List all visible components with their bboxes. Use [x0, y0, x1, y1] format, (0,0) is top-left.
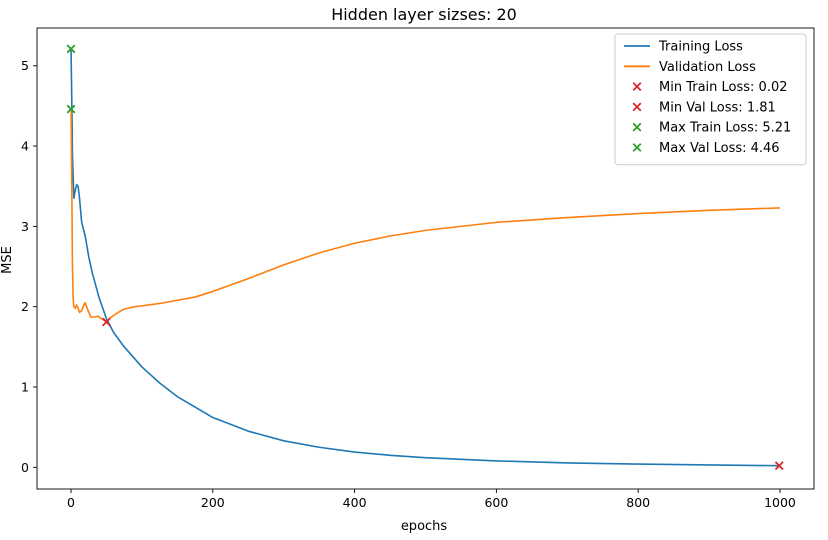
- y-tick-label: 5: [21, 58, 29, 73]
- legend-swatch-marker: [632, 122, 642, 132]
- x-tick-label: 800: [626, 495, 650, 510]
- legend-swatch-marker: [632, 143, 642, 152]
- x-tick-label: 400: [343, 495, 367, 510]
- legend-box: [614, 33, 807, 166]
- legend-swatch-marker: [632, 102, 642, 112]
- x-tick-label: 1000: [764, 495, 796, 510]
- legend-label: Validation Loss: [659, 60, 756, 75]
- series-line-training-loss: [70, 48, 780, 467]
- y-axis-label: MSE: [0, 246, 15, 274]
- plot-frame: [36, 27, 815, 490]
- legend-item: Min Train Loss: 0.02: [632, 80, 788, 95]
- legend-label: Training Loss: [658, 40, 743, 55]
- legend-item: Max Train Loss: 5.21: [632, 121, 791, 136]
- y-tick-label: 2: [21, 299, 29, 314]
- marker-point-3: [66, 44, 76, 54]
- y-axis: 0 1 2 3 4 5: [21, 58, 37, 475]
- x-axis: 0 200 400 600 800 1000: [67, 489, 796, 510]
- legend-label: Max Train Loss: 5.21: [659, 121, 791, 136]
- plot-area: [36, 27, 815, 490]
- legend-item: Min Val Loss: 1.81: [632, 100, 776, 115]
- legend: Training Loss Validation Loss Min Train Lo…: [614, 33, 807, 166]
- x-tick-label: 600: [484, 495, 508, 510]
- x-tick-label: 200: [201, 495, 225, 510]
- x-tick-label: 0: [67, 495, 75, 510]
- marker-point-2: [102, 317, 111, 327]
- legend-swatch-marker: [632, 82, 642, 92]
- chart-title: Hidden layer sizses: 20: [331, 5, 517, 24]
- legend-item: Training Loss: [624, 40, 743, 55]
- legend-label: Min Train Loss: 0.02: [659, 80, 788, 95]
- y-tick-label: 1: [21, 380, 29, 395]
- x-axis-label: epochs: [401, 519, 448, 534]
- y-tick-label: 0: [21, 460, 29, 475]
- y-tick-label: 4: [21, 139, 29, 154]
- legend-item: Validation Loss: [624, 60, 756, 75]
- marker-point-1: [774, 461, 784, 471]
- legend-label: Max Val Loss: 4.46: [659, 141, 780, 156]
- y-tick-label: 3: [21, 219, 29, 234]
- legend-item: Max Val Loss: 4.46: [632, 141, 780, 156]
- marker-point-4: [66, 104, 76, 114]
- legend-label: Min Val Loss: 1.81: [659, 100, 776, 115]
